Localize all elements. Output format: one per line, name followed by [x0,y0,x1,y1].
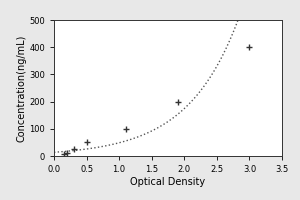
Y-axis label: Concentration(ng/mL): Concentration(ng/mL) [16,34,26,142]
X-axis label: Optical Density: Optical Density [130,177,206,187]
